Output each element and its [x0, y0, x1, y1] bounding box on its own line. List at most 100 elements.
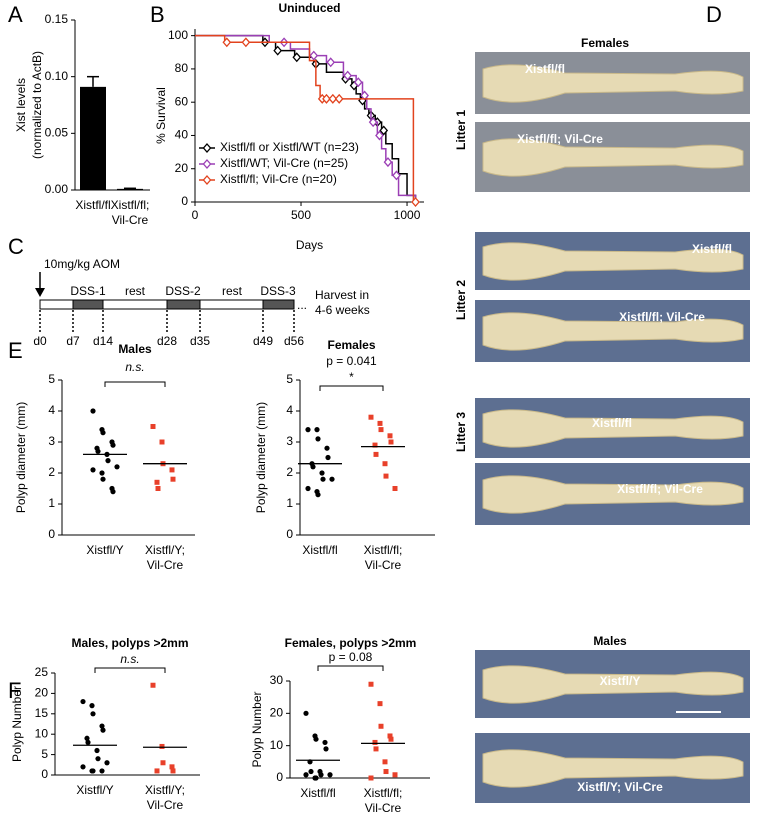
- data-point: [80, 764, 86, 770]
- y-tick-label: 2: [286, 465, 293, 479]
- panel-letter: F: [8, 678, 21, 703]
- y-tick-label: 4: [48, 403, 55, 417]
- segment-label: rest: [222, 284, 243, 298]
- data-point: [99, 723, 105, 729]
- photo-title: Females: [581, 36, 629, 50]
- x-tick-label: Xistfl/Y: [86, 543, 123, 557]
- data-point: [84, 735, 90, 741]
- data-point: [159, 743, 165, 749]
- chart-title: Females: [327, 338, 375, 352]
- y-tick-label: 40: [175, 128, 189, 142]
- x-tick-label: 500: [291, 208, 311, 222]
- censor-marker: [241, 37, 251, 48]
- x-tick-label: Xistfl/Y;: [145, 783, 185, 797]
- photo-label: Xistfl/fl: [592, 416, 632, 430]
- data-point: [368, 681, 374, 687]
- colon-specimen: [482, 749, 744, 788]
- timeline-segment: [262, 299, 295, 310]
- panel-letter: E: [8, 338, 23, 363]
- data-point: [80, 698, 86, 705]
- data-point: [95, 448, 101, 454]
- x-tick-label: Xistfl/fl: [75, 198, 110, 212]
- chart-title: Females, polyps >2mm: [285, 636, 417, 650]
- data-point: [94, 747, 100, 754]
- legend-label: Xistfl/fl or Xistfl/WT (n=23): [220, 140, 359, 154]
- y-tick-label: 1: [48, 496, 55, 510]
- significance: *: [349, 370, 354, 384]
- data-point: [392, 486, 398, 491]
- day-label: d14: [93, 334, 113, 348]
- y-axis-label: Polyp diameter (mm): [14, 402, 28, 513]
- data-point: [329, 476, 335, 482]
- y-axis-label: Xist levels: [14, 78, 28, 132]
- data-point: [95, 756, 101, 762]
- data-point: [169, 467, 175, 473]
- x-tick-label: Xistfl/fl: [302, 543, 337, 557]
- y-tick-label: 0.05: [45, 126, 69, 140]
- panel-letter: A: [8, 2, 23, 27]
- data-point: [388, 736, 394, 742]
- y-tick-label: 3: [48, 434, 55, 448]
- data-point: [89, 703, 95, 709]
- data-point: [308, 768, 314, 775]
- data-point: [383, 473, 389, 479]
- data-point: [373, 451, 379, 457]
- data-point: [315, 436, 321, 442]
- y-tick-label: 20: [35, 686, 49, 700]
- segment-label: DSS-2: [165, 284, 201, 298]
- y-tick-label: 10: [35, 726, 49, 740]
- annotation: p = 0.041: [326, 354, 377, 368]
- data-point: [150, 682, 156, 688]
- data-point: [322, 739, 328, 746]
- data-point: [110, 442, 116, 448]
- x-tick-label: Xistfl/Y: [76, 783, 113, 797]
- data-point: [170, 768, 176, 774]
- y-tick-label: 0: [276, 770, 283, 784]
- y-axis-label: Polyp Number: [250, 691, 264, 767]
- data-point: [150, 424, 156, 429]
- data-point: [388, 439, 394, 445]
- segment-label: DSS-3: [260, 284, 296, 298]
- data-point: [313, 775, 319, 781]
- y-tick-label: 20: [270, 706, 284, 720]
- data-point: [169, 764, 175, 770]
- censor-marker: [379, 125, 389, 136]
- y-tick-label: 0.00: [45, 182, 69, 196]
- data-point: [392, 772, 398, 778]
- day-label: d0: [33, 334, 47, 348]
- data-point: [85, 739, 91, 745]
- colon-specimen: [482, 475, 744, 514]
- censor-marker: [353, 77, 363, 88]
- censor-marker: [368, 117, 378, 128]
- data-point: [305, 485, 311, 492]
- data-point: [114, 464, 120, 470]
- data-point: [320, 476, 326, 482]
- legend-label: Xistfl/fl; Vil-Cre (n=20): [220, 172, 337, 186]
- treatment-label: 10mg/kg AOM: [44, 257, 120, 271]
- data-point: [382, 759, 388, 765]
- y-tick-label: 80: [175, 61, 189, 75]
- data-point: [160, 760, 166, 766]
- data-point: [377, 420, 383, 426]
- data-point: [368, 775, 374, 781]
- y-tick-label: 15: [35, 706, 49, 720]
- bar: [80, 86, 106, 190]
- x-tick-label: Xistfl/Y;: [145, 543, 185, 557]
- timeline-segment: [102, 299, 168, 310]
- litter-label: Litter 1: [454, 110, 468, 150]
- data-point: [154, 768, 160, 774]
- x-tick-label: Vil-Cre: [147, 558, 184, 572]
- panel-letter: C: [8, 234, 24, 259]
- y-tick-label: 60: [175, 94, 189, 108]
- y-tick-label: 0: [286, 527, 293, 541]
- data-point: [100, 727, 106, 733]
- data-point: [314, 427, 320, 433]
- censor-marker: [328, 93, 338, 104]
- harvest-label: 4-6 weeks: [315, 303, 370, 317]
- legend-marker: [202, 143, 212, 153]
- harvest-label: Harvest in: [315, 288, 369, 302]
- censor-marker: [309, 50, 319, 61]
- data-point: [325, 454, 331, 461]
- x-tick-label: Vil-Cre: [365, 801, 402, 815]
- censor-marker: [326, 57, 336, 68]
